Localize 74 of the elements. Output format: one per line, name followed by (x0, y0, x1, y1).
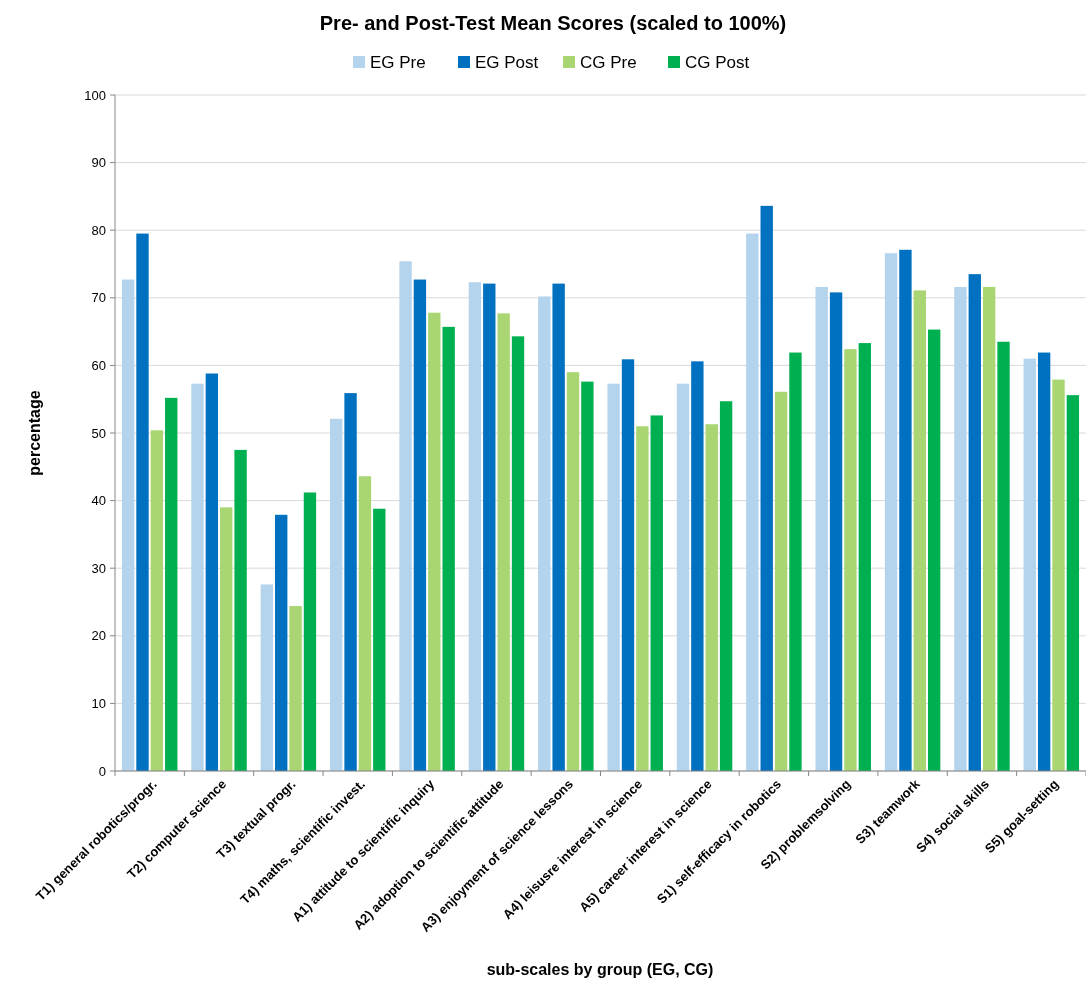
y-tick-label: 20 (91, 628, 106, 644)
bar (913, 290, 926, 771)
bar (538, 296, 551, 771)
y-tick-label: 100 (84, 87, 106, 103)
chart-title: Pre- and Post-Test Mean Scores (scaled to 100%) (319, 12, 787, 34)
bar (954, 286, 967, 771)
bar (1023, 358, 1036, 771)
legend-label: EG Post (475, 52, 539, 72)
bar (1052, 379, 1065, 771)
y-tick-label: 80 (91, 222, 106, 238)
bar (442, 326, 455, 771)
bar (121, 279, 135, 771)
bar (774, 391, 788, 771)
bar (483, 283, 496, 771)
bar (413, 279, 427, 771)
y-tick-label: 10 (91, 695, 106, 711)
y-tick-label: 60 (91, 357, 106, 373)
bar (303, 492, 317, 771)
bar (191, 383, 204, 771)
bar (344, 393, 357, 771)
bar (899, 249, 912, 771)
bar (497, 313, 510, 771)
bar (260, 584, 274, 771)
bar (220, 507, 233, 771)
bar (789, 352, 802, 771)
bar (234, 449, 247, 771)
bar (997, 341, 1010, 771)
legend-label: CG Post (685, 52, 750, 72)
bar (760, 205, 773, 771)
bar (705, 424, 718, 771)
bar (691, 361, 704, 771)
bar (581, 381, 594, 771)
bar (982, 286, 996, 771)
bar (399, 261, 412, 771)
bar (858, 343, 871, 771)
y-tick-label: 40 (91, 493, 106, 509)
bar (289, 606, 302, 771)
bar (621, 359, 635, 771)
bar (552, 283, 565, 771)
y-tick-label: 70 (91, 290, 106, 306)
y-tick-label: 0 (98, 763, 106, 779)
bar (468, 282, 482, 771)
bar (566, 372, 580, 771)
bar (428, 312, 441, 771)
y-axis-title: percentage (26, 390, 43, 476)
bar (676, 383, 690, 771)
bar (650, 415, 663, 771)
bar (275, 514, 288, 771)
y-tick-label: 50 (91, 425, 106, 441)
bar (829, 292, 843, 771)
bar (373, 508, 386, 771)
bar (165, 397, 178, 771)
bar (136, 233, 149, 771)
bar (1037, 352, 1051, 771)
bar (746, 233, 759, 771)
bar (205, 373, 219, 771)
bar (511, 336, 525, 771)
bar (358, 476, 372, 771)
bar (330, 418, 343, 771)
x-axis-title: sub-scales by group (EG, CG) (486, 961, 714, 978)
bar (815, 286, 828, 771)
bar (884, 253, 898, 771)
bar (636, 426, 649, 771)
bar (844, 349, 857, 771)
bar (150, 430, 164, 771)
legend-label: EG Pre (370, 52, 426, 72)
bar (719, 401, 733, 771)
y-tick-label: 90 (91, 155, 106, 171)
bar (1066, 395, 1080, 771)
legend-label: CG Pre (580, 52, 637, 72)
bar (968, 274, 981, 771)
y-tick-label: 30 (91, 560, 106, 576)
bar (607, 383, 620, 771)
bar (927, 329, 941, 771)
